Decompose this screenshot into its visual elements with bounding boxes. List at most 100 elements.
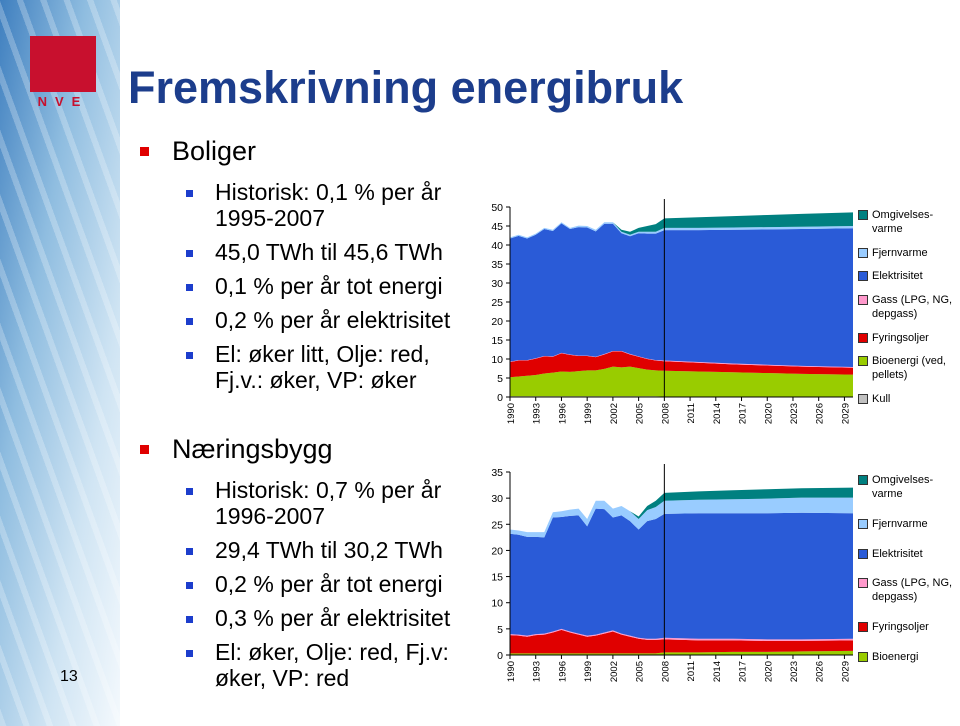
x-tick-label: 2008 — [660, 661, 671, 682]
y-tick-label: 45 — [491, 221, 503, 233]
section-heading: Næringsbygg — [140, 434, 470, 465]
x-tick-label: 2020 — [763, 403, 774, 424]
y-tick-label: 35 — [491, 259, 503, 271]
legend-entry: Fyringsoljer — [858, 620, 958, 634]
logo — [30, 36, 96, 92]
x-tick-label: 2011 — [686, 403, 697, 423]
legend-entry: Omgivelses-varme — [858, 208, 958, 236]
y-tick-label: 15 — [491, 572, 503, 584]
x-tick-label: 2023 — [789, 661, 800, 682]
x-tick-label: 2005 — [635, 661, 646, 682]
x-tick-label: 2008 — [660, 403, 671, 424]
legend-label: Fyringsoljer — [872, 621, 929, 634]
x-tick-label: 2011 — [686, 661, 697, 681]
y-tick-label: 35 — [491, 467, 503, 479]
x-tick-label: 2017 — [738, 403, 749, 424]
legend-swatch — [858, 210, 868, 220]
bullet-section: Næringsbygg Historisk: 0,7 % per år 1996-… — [140, 434, 470, 699]
section-heading: Boliger — [140, 136, 470, 167]
x-tick-label: 2026 — [815, 661, 826, 682]
x-tick-label: 1993 — [532, 661, 543, 682]
legend-swatch — [858, 548, 868, 559]
legend-entry: Elektrisitet — [858, 269, 958, 283]
y-tick-label: 50 — [491, 202, 503, 214]
x-tick-label: 1996 — [557, 661, 568, 682]
x-tick-label: 1996 — [557, 403, 568, 424]
legend-entry: Gass (LPG, NG, depgass) — [858, 293, 958, 321]
legend-label: Bioenergi — [872, 650, 919, 663]
legend: Omgivelses-varme Fjernvarme Elektrisitet Ga… — [858, 473, 958, 664]
x-tick-label: 1990 — [506, 403, 517, 424]
y-tick-label: 40 — [491, 240, 503, 252]
legend-entry: Kull — [858, 392, 958, 406]
y-tick-label: 30 — [491, 278, 503, 290]
x-tick-label: 2002 — [609, 403, 620, 424]
area — [510, 223, 853, 367]
legend-label: Fjernvarme — [872, 246, 928, 259]
legend-swatch — [858, 518, 868, 529]
x-tick-label: 1999 — [583, 403, 594, 424]
x-tick-label: 2029 — [840, 661, 851, 682]
legend-swatch — [858, 271, 868, 282]
x-tick-label: 2014 — [712, 661, 723, 682]
area — [510, 487, 853, 533]
legend-label: Elektrisitet — [872, 547, 923, 560]
y-tick-label: 30 — [491, 493, 503, 505]
legend-swatch — [858, 247, 868, 258]
y-tick-label: 25 — [491, 519, 503, 531]
area — [510, 508, 853, 640]
x-tick-label: 2002 — [609, 661, 620, 682]
legend-swatch — [858, 651, 868, 662]
legend-swatch — [858, 393, 868, 404]
legend-label: Fjernvarme — [872, 517, 928, 530]
legend-entry: Bioenergi — [858, 650, 958, 664]
bullet-item: Historisk: 0,7 % per år 1996-2007 — [140, 477, 475, 529]
bullet-item: 29,4 TWh til 30,2 TWh — [140, 537, 475, 563]
area — [510, 629, 853, 654]
legend-label: Bioenergi (ved, pellets) — [872, 355, 946, 382]
sidebar-image — [0, 0, 120, 726]
y-tick-label: 5 — [497, 373, 503, 385]
y-tick-label: 15 — [491, 335, 503, 347]
x-tick-label: 2029 — [840, 403, 851, 424]
legend-label: Gass (LPG, NG, depgass) — [872, 577, 953, 604]
legend-swatch — [858, 475, 868, 485]
x-tick-label: 2005 — [635, 403, 646, 424]
y-tick-label: 5 — [497, 624, 503, 636]
legend-swatch — [858, 294, 868, 305]
bullet-item: Historisk: 0,1 % per år 1995-2007 — [140, 179, 475, 231]
bullet-item: 45,0 TWh til 45,6 TWh — [140, 239, 475, 265]
y-tick-label: 0 — [497, 392, 503, 404]
y-tick-label: 10 — [491, 354, 503, 366]
y-tick-label: 10 — [491, 598, 503, 610]
logo-text: NVE — [37, 94, 89, 109]
legend-entry: Fjernvarme — [858, 517, 958, 531]
legend-swatch — [858, 332, 868, 343]
area — [510, 351, 853, 378]
x-tick-label: 2023 — [789, 403, 800, 424]
area — [510, 366, 853, 397]
area — [510, 628, 853, 641]
legend-entry: Gass (LPG, NG, depgass) — [858, 576, 958, 604]
y-tick-label: 25 — [491, 297, 503, 309]
legend-label: Omgivelses-varme — [872, 474, 934, 500]
legend-entry: Bioenergi (ved, pellets) — [858, 354, 958, 382]
legend-swatch — [858, 622, 868, 633]
x-tick-label: 1993 — [532, 403, 543, 424]
area — [510, 497, 853, 538]
bullet-section: Boliger Historisk: 0,1 % per år 1995-2007… — [140, 136, 470, 401]
legend-label: Gass (LPG, NG, depgass) — [872, 293, 953, 320]
legend-entry: Elektrisitet — [858, 547, 958, 561]
legend-label: Elektrisitet — [872, 270, 923, 283]
bullet-item: El: øker litt, Olje: red, Fj.v.: øker, V… — [140, 341, 475, 393]
legend-label: Fyringsoljer — [872, 331, 929, 344]
bullet-item: 0,2 % per år elektrisitet — [140, 307, 475, 333]
bullet-item: 0,3 % per år elektrisitet — [140, 605, 475, 631]
x-tick-label: 2026 — [815, 403, 826, 424]
legend-entry: Fjernvarme — [858, 246, 958, 260]
page-number: 13 — [60, 668, 78, 685]
legend-label: Omgivelses-varme — [872, 209, 934, 235]
legend-label: Kull — [872, 392, 891, 405]
area — [510, 212, 853, 238]
